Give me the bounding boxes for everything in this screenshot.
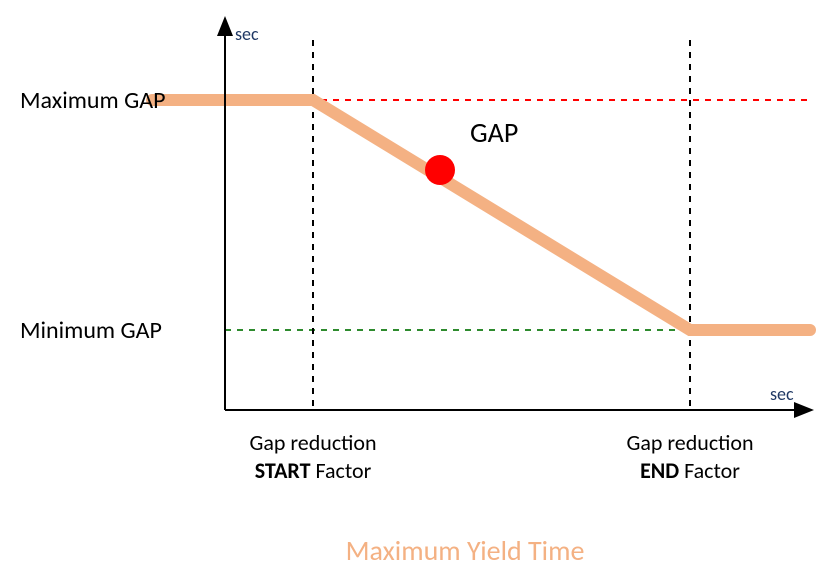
y-axis-label: sec bbox=[235, 23, 259, 45]
end-factor-label-line1: Gap reduction bbox=[626, 429, 753, 456]
start-factor-label-line1: Gap reduction bbox=[249, 429, 376, 456]
end-factor-label-line2: END Factor bbox=[640, 457, 740, 484]
gap-point-label: GAP bbox=[470, 115, 518, 150]
max-gap-label: Maximum GAP bbox=[20, 86, 166, 115]
min-gap-label: Minimum GAP bbox=[20, 316, 162, 345]
gap-point bbox=[425, 155, 455, 185]
bottom-caption: Maximum Yield Time bbox=[346, 533, 585, 568]
start-factor-label-line2: START Factor bbox=[255, 457, 372, 484]
x-axis-label: sec bbox=[770, 383, 794, 405]
gap-diagram: sec sec Maximum GAP Minimum GAP GAP Gap … bbox=[0, 0, 834, 583]
